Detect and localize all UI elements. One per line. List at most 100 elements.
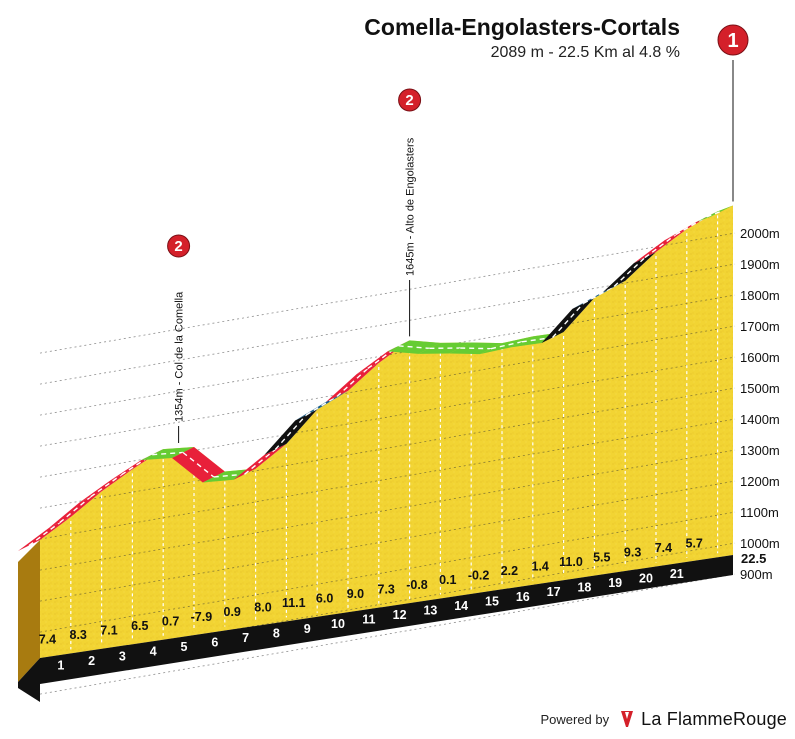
gradient-label: 11.0 [559,555,583,569]
y-tick-label: 1500m [740,381,780,396]
gradient-band-segment [141,447,194,461]
band-centerline [644,234,677,259]
terrain-fill [18,205,733,682]
terrain-area [40,205,733,658]
chart-labels: 7.4 8.3 7.1 6.5 0.7 -7.9 0.9 8.0 11.1 6.0 9.0 7.3 -0… [39,537,767,673]
gradient-label: -0.8 [406,578,428,592]
gradient-band-segment [480,336,533,355]
km-label: 6 [211,636,218,650]
km-label: 9 [304,622,311,636]
climb-badge-circle [717,24,749,56]
gradient-label: 1.4 [532,559,549,573]
gradient-band-segment [264,409,318,455]
flame-icon [621,711,634,727]
y-tick-label: 1600m [740,350,780,365]
km-label: 14 [454,599,468,613]
climb-badge: 2 [167,234,191,258]
gradient-label: 2.2 [501,564,518,578]
base-strip [18,555,733,702]
distance-base [18,555,733,702]
km-label: 20 [639,571,653,585]
gradient-label: 7.3 [378,582,395,596]
climb-badge: 2 [398,88,422,112]
climb-summary: 2089 m - 22.5 Km al 4.8 % [490,44,680,61]
band-centerline [274,414,307,450]
climb-badge: 1 [717,24,749,56]
gradient-label: 6.0 [316,592,333,606]
gradient-label: 0.9 [224,605,241,619]
gradient-band-segment [418,342,472,354]
km-markers [70,215,719,650]
page-title: Comella-Engolasters-Cortals [364,14,680,40]
climb-markers: 2 1354m - Col de la Comella 2 1645m - Alto … [167,24,749,443]
km-label: 21 [670,567,684,581]
climb-badge-circle [398,88,422,112]
y-tick-label: 1000m [740,536,780,551]
climb-badge-circle [167,234,191,258]
gradient-band-segment [695,205,733,223]
gradient-band-segment [449,342,502,355]
band-centerline [28,521,61,547]
band-centerline [583,285,615,305]
gradient-label: 11.1 [282,596,306,610]
gradient-label: 5.5 [593,550,610,564]
y-tick-label: 1800m [740,288,780,303]
climb-category: 2 [405,92,413,109]
gradient-label: 9.0 [347,587,364,601]
gradient-label: -7.9 [191,610,213,624]
y-tick-label: 1200m [740,474,780,489]
y-tick-label: 1700m [740,319,780,334]
climb-label: 1354m - Col de la Comella [174,291,186,422]
gradient-label: 8.0 [254,601,271,615]
km-label: 13 [423,603,437,617]
gradient-label: 7.1 [100,624,117,638]
brand-name: La FlammeRouge [641,708,787,729]
climb-category: 1 [727,30,738,52]
km-label: 18 [577,581,591,595]
km-label: 17 [547,585,561,599]
km-label: 4 [150,645,157,659]
km-label: 8 [273,626,280,640]
y-tick-label: 900m [740,567,773,582]
gradient-label: 7.4 [39,633,56,647]
climb-label: 1645m - Alto de Engolasters [405,137,417,276]
band-centerline [90,474,122,498]
y-tick-label: 1100m [740,505,779,520]
elevation-gridlines: 900m 1000m 1100m 1200m 1300m 1400m 1500m 1600m 1… [39,226,780,695]
gradient-label: 7.4 [655,541,672,555]
band-centerline [552,302,584,338]
gradient-label: 8.3 [70,628,87,642]
total-distance-label: 22.5 [741,551,766,566]
powered-by-label: Powered by [540,711,610,727]
km-label: 15 [485,594,499,608]
gradient-label: 0.1 [439,573,456,587]
footer-credit: Powered by La FlammeRouge [540,705,787,733]
band-centerline [336,367,369,397]
km-label: 11 [362,613,375,627]
climb-category: 2 [174,238,182,255]
gradient-label: -0.2 [468,569,490,583]
band-centerline [613,256,646,287]
km-label: 5 [181,640,188,654]
y-tick-label: 1300m [740,443,780,458]
km-label: 19 [608,576,622,590]
km-label: 1 [57,658,64,672]
km-label: 16 [516,590,530,604]
band-centerline [706,210,723,218]
y-tick-label: 1900m [740,257,780,272]
gradient-band-segment [387,340,441,354]
gradient-label: 6.5 [131,619,148,633]
km-label: 3 [119,649,126,663]
gradient-label: 5.7 [686,537,703,551]
brand-logo[interactable]: La FlammeRouge [619,709,787,730]
band-centerline [59,496,92,524]
gradient-label: 0.7 [162,614,179,628]
y-tick-label: 2000m [740,226,780,241]
band-centerline [182,451,215,478]
km-label: 10 [331,617,345,631]
km-label: 2 [88,654,95,668]
y-tick-label: 1400m [740,412,780,427]
km-label: 12 [393,608,407,622]
km-label: 7 [242,631,249,645]
